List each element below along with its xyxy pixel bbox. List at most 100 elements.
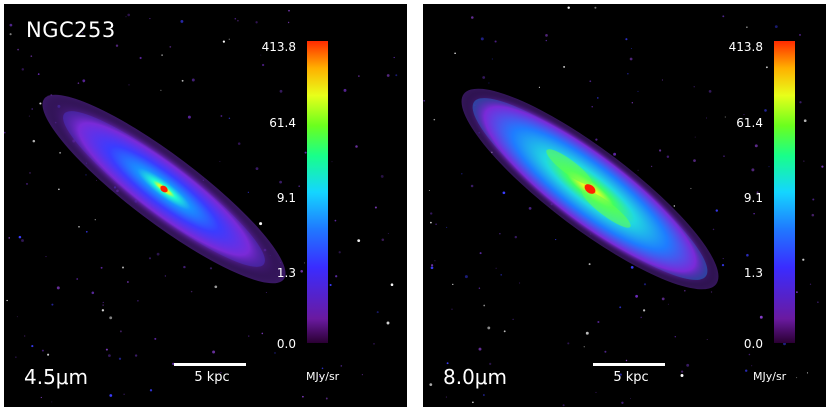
star-point: [237, 19, 239, 22]
star-point: [134, 354, 138, 357]
star-point: [583, 346, 585, 348]
star-point: [255, 167, 259, 171]
star-point: [30, 55, 33, 57]
star-point: [724, 116, 726, 118]
star-point: [746, 253, 749, 257]
star-point: [304, 262, 306, 264]
star-point: [640, 316, 642, 319]
star-point: [105, 348, 108, 351]
colorbar: [307, 41, 328, 343]
star-point: [51, 303, 54, 306]
star-point: [751, 365, 753, 367]
star-point: [642, 309, 646, 312]
star-point: [127, 13, 131, 17]
star-point: [680, 370, 684, 373]
star-point: [708, 90, 712, 93]
star-point: [528, 207, 532, 210]
star-point: [674, 335, 677, 338]
star-point: [338, 251, 341, 254]
scale-bar: [174, 363, 246, 366]
star-point: [115, 44, 119, 47]
star-point: [85, 174, 87, 176]
star-point: [32, 139, 36, 143]
star-point: [464, 275, 468, 279]
star-point: [164, 275, 167, 277]
star-point: [756, 191, 759, 194]
star-point: [187, 115, 191, 119]
star-point: [160, 89, 162, 91]
image-panel-8p0um: 8.0μm 5 kpc 413.8 61.4 9.1 1.3 0.0 MJy/s…: [423, 4, 826, 407]
star-point: [31, 345, 34, 348]
star-point: [181, 79, 184, 82]
star-point: [721, 263, 725, 267]
star-point: [154, 337, 157, 340]
star-point: [51, 401, 53, 403]
colorbar-tick: 61.4: [736, 116, 763, 130]
star-point: [613, 152, 617, 156]
star-point: [500, 274, 502, 276]
star-point: [445, 396, 447, 398]
star-point: [680, 374, 684, 377]
colorbar-unit: MJy/sr: [753, 370, 787, 383]
star-point: [630, 398, 631, 400]
star-point: [799, 101, 802, 104]
image-panel-4p5um: NGC253 4.5μm 5 kpc 413.8 61.4 9.1 1.3 0.…: [4, 4, 407, 407]
star-point: [234, 17, 237, 20]
star-point: [621, 401, 624, 404]
star-point: [722, 258, 724, 260]
scale-bar-label: 5 kpc: [613, 370, 649, 385]
star-point: [783, 342, 786, 346]
star-point: [494, 40, 497, 43]
star-point: [149, 389, 153, 392]
star-point: [149, 18, 151, 20]
star-point: [812, 198, 815, 201]
star-point: [503, 330, 506, 333]
star-point: [745, 369, 748, 372]
star-point: [358, 75, 360, 77]
star-point: [169, 46, 172, 48]
galaxy-name-label: NGC253: [26, 18, 116, 42]
star-point: [821, 165, 824, 168]
star-point: [545, 34, 548, 37]
star-point: [756, 44, 758, 46]
star-point: [446, 226, 448, 228]
star-point: [9, 23, 13, 27]
star-point: [119, 330, 122, 333]
star-point: [585, 331, 589, 335]
star-point: [100, 266, 103, 269]
star-point: [495, 267, 497, 269]
star-point: [630, 266, 634, 269]
star-point: [340, 365, 343, 367]
star-point: [255, 21, 258, 24]
star-point: [430, 212, 433, 215]
star-point: [21, 68, 25, 71]
star-point: [374, 206, 377, 209]
star-point: [259, 222, 263, 226]
star-point: [619, 306, 622, 309]
star-point: [512, 318, 514, 320]
star-point: [817, 301, 819, 303]
star-point: [393, 56, 395, 59]
star-point: [650, 165, 653, 168]
star-point: [139, 56, 142, 60]
colorbar-tick: 1.3: [743, 266, 763, 280]
star-point: [434, 260, 436, 262]
star-point: [15, 356, 17, 358]
galaxy-image: [4, 9, 398, 403]
star-point: [446, 362, 449, 365]
star-point: [220, 371, 222, 374]
star-point: [487, 326, 491, 330]
star-point: [108, 354, 111, 357]
star-point: [809, 283, 812, 285]
star-point: [331, 161, 333, 163]
star-point: [619, 373, 622, 376]
star-point: [514, 235, 518, 239]
star-point: [24, 335, 26, 337]
star-point: [555, 239, 557, 241]
star-point: [722, 15, 725, 18]
star-point: [588, 263, 591, 266]
star-point: [56, 286, 60, 290]
star-point: [461, 173, 463, 175]
star-point: [684, 290, 686, 292]
star-point: [156, 252, 160, 256]
